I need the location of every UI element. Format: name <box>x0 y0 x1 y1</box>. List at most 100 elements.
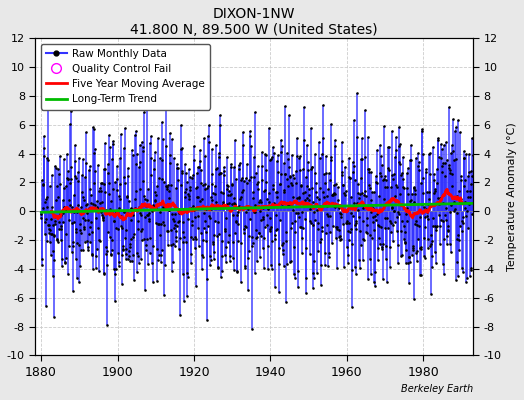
Point <box>223 153 231 160</box>
Point <box>400 235 409 242</box>
Point <box>193 194 201 200</box>
Point <box>219 199 227 205</box>
Point <box>431 248 440 255</box>
Point <box>324 186 332 192</box>
Point <box>368 189 376 196</box>
Point <box>414 223 423 229</box>
Point <box>291 275 299 281</box>
Point <box>451 277 460 283</box>
Point <box>398 218 406 224</box>
Point <box>275 261 283 268</box>
Point <box>390 193 399 199</box>
Point <box>103 322 111 328</box>
Point <box>163 228 171 234</box>
Point <box>428 238 436 244</box>
Point <box>241 223 249 229</box>
Point <box>139 148 148 154</box>
Point <box>424 216 433 222</box>
Point <box>245 232 254 239</box>
Point <box>446 209 454 216</box>
Point <box>466 188 474 194</box>
Point <box>247 243 256 250</box>
Point <box>386 218 394 225</box>
Point <box>339 181 347 188</box>
Point <box>281 228 290 235</box>
Point <box>69 243 78 250</box>
Point <box>330 190 339 197</box>
Point <box>396 160 404 167</box>
Point <box>387 220 395 226</box>
Point <box>250 209 258 215</box>
Point <box>79 194 88 200</box>
Point <box>145 216 154 222</box>
Point <box>336 209 344 216</box>
Point <box>388 205 396 212</box>
Point <box>49 222 57 228</box>
Point <box>270 235 279 242</box>
Point <box>77 204 85 210</box>
Point <box>329 192 337 198</box>
Point <box>380 173 389 180</box>
Point <box>256 254 264 260</box>
Point <box>61 258 70 265</box>
Point <box>53 237 61 243</box>
Title: DIXON-1NW
41.800 N, 89.500 W (United States): DIXON-1NW 41.800 N, 89.500 W (United Sta… <box>130 7 378 37</box>
Point <box>325 250 333 256</box>
Point <box>94 162 102 168</box>
Point <box>350 163 358 169</box>
Point <box>87 192 95 198</box>
Point <box>66 121 74 127</box>
Point <box>241 262 249 269</box>
Point <box>420 253 429 259</box>
Point <box>175 210 183 216</box>
Point <box>402 170 411 176</box>
Point <box>144 261 152 267</box>
Point <box>172 165 181 171</box>
Point <box>321 262 329 268</box>
Point <box>215 231 223 237</box>
Point <box>150 198 159 204</box>
Point <box>157 252 165 258</box>
Point <box>263 196 271 202</box>
Point <box>235 160 244 166</box>
Point <box>166 160 174 166</box>
Point <box>162 182 170 189</box>
Point <box>297 182 305 189</box>
Point <box>290 175 298 181</box>
Point <box>436 195 444 202</box>
Point <box>402 211 410 217</box>
Point <box>430 176 438 183</box>
Point <box>228 254 237 261</box>
Point <box>101 166 110 172</box>
Point <box>238 174 247 181</box>
Point <box>403 165 412 171</box>
Point <box>173 223 182 229</box>
Point <box>439 200 447 207</box>
Point <box>279 263 288 269</box>
Point <box>208 170 216 177</box>
Point <box>81 239 89 246</box>
Point <box>196 180 205 186</box>
Point <box>82 129 90 136</box>
Point <box>144 212 152 218</box>
Point <box>168 136 176 142</box>
Point <box>70 219 78 225</box>
Point <box>185 166 193 172</box>
Point <box>51 163 60 169</box>
Point <box>282 261 291 267</box>
Point <box>319 135 327 142</box>
Point <box>314 248 322 254</box>
Point <box>410 185 419 191</box>
Point <box>415 167 423 174</box>
Point <box>348 241 356 248</box>
Point <box>463 208 471 214</box>
Point <box>47 216 55 222</box>
Point <box>465 169 473 176</box>
Point <box>114 208 123 214</box>
Point <box>375 193 383 200</box>
Point <box>137 211 145 218</box>
Point <box>166 130 174 136</box>
Point <box>192 170 201 176</box>
Point <box>460 155 468 161</box>
Point <box>44 74 52 80</box>
